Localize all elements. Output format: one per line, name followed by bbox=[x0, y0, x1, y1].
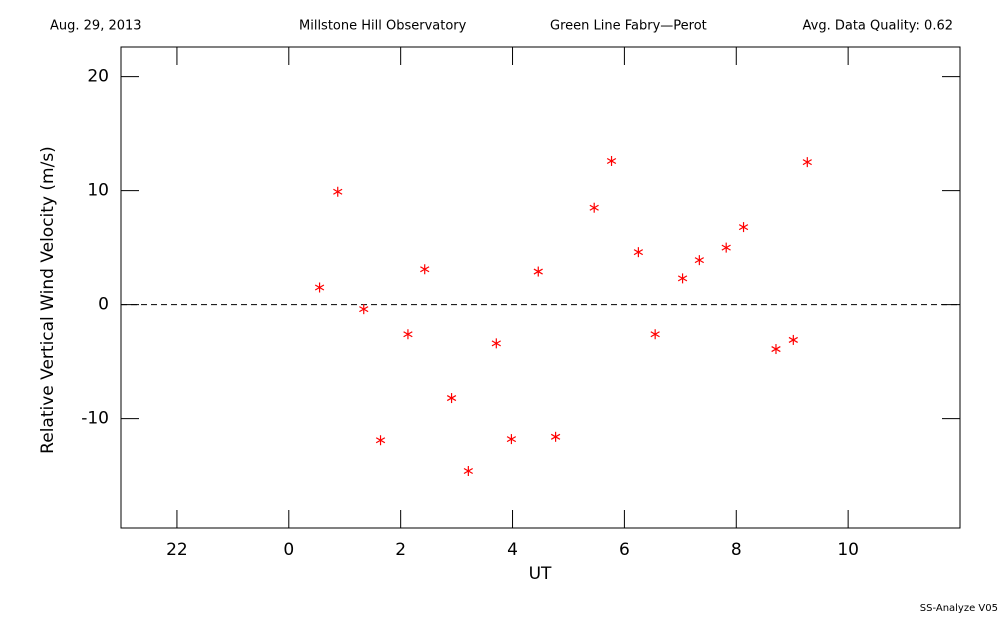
data-point bbox=[738, 222, 749, 233]
plot-frame bbox=[120, 46, 961, 529]
marker-stroke bbox=[314, 284, 325, 291]
y-tick-label: 20 bbox=[87, 67, 109, 87]
data-point bbox=[721, 242, 731, 253]
marker-stroke bbox=[533, 268, 543, 275]
data-point bbox=[694, 255, 704, 266]
marker-stroke bbox=[771, 346, 781, 353]
marker-stroke bbox=[738, 224, 749, 231]
data-point bbox=[403, 329, 413, 340]
marker-stroke bbox=[633, 249, 644, 256]
marker-stroke bbox=[506, 436, 517, 443]
data-point bbox=[802, 157, 812, 168]
y-axis-label: Relative Vertical Wind Velocity (m/s) bbox=[38, 146, 58, 454]
marker-stroke bbox=[606, 157, 617, 165]
data-point bbox=[333, 186, 343, 197]
marker-stroke bbox=[721, 244, 731, 251]
data-point bbox=[650, 329, 660, 340]
y-tick-label: -10 bbox=[81, 409, 109, 429]
marker-stroke bbox=[802, 159, 812, 166]
data-point bbox=[533, 266, 543, 277]
marker-stroke bbox=[694, 257, 704, 264]
footer: SS-Analyze V05 bbox=[920, 603, 998, 614]
data-point bbox=[589, 202, 599, 213]
marker-stroke bbox=[589, 204, 599, 211]
marker-stroke bbox=[650, 331, 660, 338]
marker-stroke bbox=[550, 433, 561, 440]
data-point bbox=[677, 273, 688, 284]
x-tick-label: 10 bbox=[837, 540, 859, 560]
data-point bbox=[314, 282, 325, 293]
marker-stroke bbox=[463, 467, 473, 475]
x-tick-label: 4 bbox=[507, 540, 518, 560]
x-tick-label: 0 bbox=[283, 540, 294, 560]
marker-stroke bbox=[788, 336, 798, 343]
x-axis-label: UT bbox=[529, 564, 552, 584]
data-point bbox=[446, 393, 457, 404]
x-tick-label: 6 bbox=[619, 540, 630, 560]
header-date: Aug. 29, 2013 bbox=[50, 19, 142, 34]
y-tick-label: 0 bbox=[98, 295, 109, 315]
data-point bbox=[375, 435, 386, 446]
marker-stroke bbox=[491, 340, 501, 347]
marker-stroke bbox=[359, 306, 369, 313]
marker-stroke bbox=[420, 266, 430, 273]
data-point bbox=[491, 338, 501, 349]
data-point bbox=[506, 434, 517, 445]
marker-stroke bbox=[677, 275, 688, 282]
marker-stroke bbox=[403, 331, 413, 338]
data-point bbox=[788, 334, 798, 345]
x-tick-label: 8 bbox=[731, 540, 742, 560]
data-point bbox=[633, 247, 644, 258]
data-point bbox=[359, 304, 369, 315]
y-tick-label: 10 bbox=[87, 181, 109, 201]
marker-stroke bbox=[333, 188, 343, 195]
marker-stroke bbox=[375, 437, 386, 444]
data-point bbox=[550, 431, 561, 442]
data-point bbox=[420, 264, 430, 275]
data-point bbox=[606, 155, 617, 166]
header-site: Millstone Hill Observatory bbox=[299, 19, 467, 34]
x-tick-label: 2 bbox=[395, 540, 406, 560]
x-tick-label: 22 bbox=[166, 540, 188, 560]
header-instrument: Green Line Fabry—Perot bbox=[550, 19, 707, 34]
data-point bbox=[771, 344, 781, 355]
header-quality: Avg. Data Quality: 0.62 bbox=[803, 19, 953, 34]
marker-stroke bbox=[446, 395, 457, 402]
data-point bbox=[463, 466, 473, 477]
